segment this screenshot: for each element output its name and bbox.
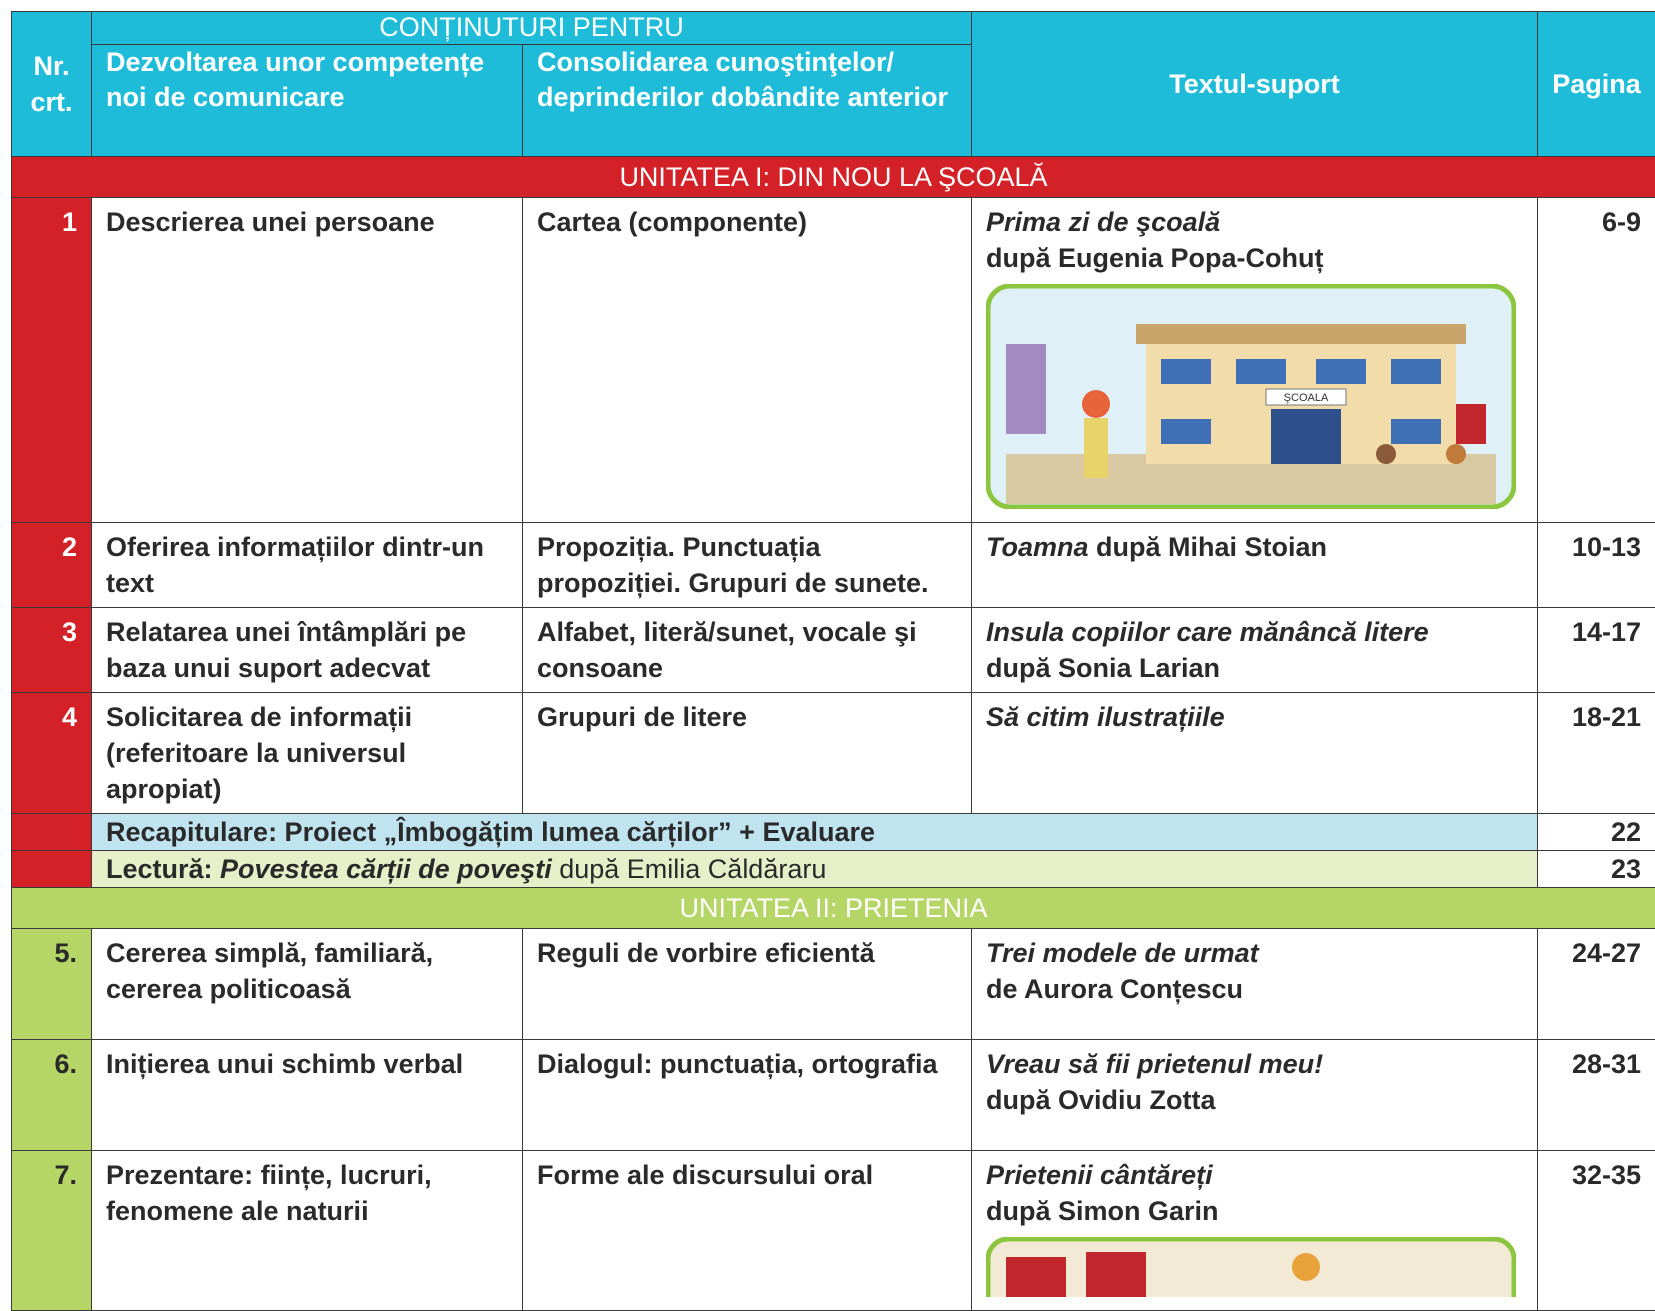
illustration: [986, 1237, 1516, 1297]
text-title: Să citim ilustrațiile: [986, 699, 1523, 735]
consolidation: Reguli de vorbire eficientă: [523, 929, 972, 1040]
text-author: după Sonia Larian: [986, 650, 1523, 686]
skills: Inițierea unui schimb verbal: [92, 1040, 523, 1151]
support-text: Toamna după Mihai Stoian: [972, 523, 1538, 608]
pages: 14-17: [1538, 608, 1655, 693]
text-author: după Mihai Stoian: [1096, 532, 1327, 562]
header-cell: Pagina: [1538, 12, 1655, 157]
lesson-row: 1 Descrierea unei persoane Cartea (compo…: [12, 198, 1655, 523]
pages: 6-9: [1538, 198, 1655, 523]
support-text: Să citim ilustrațiile: [972, 693, 1538, 814]
sign-label: ŞCOALA: [1284, 392, 1329, 404]
lesson-row: 2 Oferirea informațiilor dintr-un text P…: [12, 523, 1655, 608]
lesson-number: 3: [12, 608, 92, 693]
header-cell: CONȚINUTURI PENTRU: [92, 12, 972, 45]
text-title: Toamna: [986, 532, 1089, 562]
support-text: Vreau să fii prietenul meu!după Ovidiu Z…: [972, 1040, 1538, 1151]
pages: 22: [1538, 814, 1655, 851]
unit-title: UNITATEA I: DIN NOU LA ŞCOALĂ: [12, 157, 1655, 198]
text-author: după Simon Garin: [986, 1193, 1523, 1229]
consolidation: Forme ale discursului oral: [523, 1151, 972, 1311]
unit-banner: UNITATEA I: DIN NOU LA ŞCOALĂ: [12, 157, 1655, 198]
page-body: Nr. crt. CONȚINUTURI PENTRU Textul-supor…: [0, 0, 1655, 1230]
unit-strip: [12, 814, 92, 851]
pages: 18-21: [1538, 693, 1655, 814]
reading-text: Lectură: Povestea cărții de poveşti după…: [92, 851, 1538, 888]
skills: Descrierea unei persoane: [92, 198, 523, 523]
lesson-number: 5.: [12, 929, 92, 1040]
text-title: Insula copiilor care mănâncă litere: [986, 614, 1523, 650]
reading-title: Povestea cărții de poveşti: [220, 854, 552, 884]
text-title: Trei modele de urmat: [986, 935, 1523, 971]
skills: Cererea simplă, familiară, cererea polit…: [92, 929, 523, 1040]
reading-label: Lectură:: [106, 854, 213, 884]
header-cell: Nr. crt.: [12, 12, 92, 157]
unit-banner: UNITATEA II: PRIETENIA: [12, 888, 1655, 929]
pages: 24-27: [1538, 929, 1655, 1040]
skills: Solicitarea de informații (referitoare l…: [92, 693, 523, 814]
lesson-number: 1: [12, 198, 92, 523]
pages: 10-13: [1538, 523, 1655, 608]
consolidation: Cartea (componente): [523, 198, 972, 523]
consolidation: Dialogul: punctuația, ortografia: [523, 1040, 972, 1151]
lesson-row: 7. Prezentare: ființe, lucruri, fenomene…: [12, 1151, 1655, 1311]
unit-strip: [12, 851, 92, 888]
lesson-row: 5. Cererea simplă, familiară, cererea po…: [12, 929, 1655, 1040]
text-title: Vreau să fii prietenul meu!: [986, 1046, 1523, 1082]
skills: Relatarea unei întâmplări pe baza unui s…: [92, 608, 523, 693]
text-author: după Eugenia Popa-Cohuț: [986, 240, 1523, 276]
header-row: Nr. crt. CONȚINUTURI PENTRU Textul-supor…: [12, 12, 1655, 45]
review-text: Recapitulare: Proiect „Îmbogățim lumea c…: [92, 814, 1538, 851]
lesson-row: 4 Solicitarea de informații (referitoare…: [12, 693, 1655, 814]
header-cell: Textul-suport: [972, 12, 1538, 157]
page: Cuprins html,body{margin:0;padding:0;bac…: [0, 0, 1655, 1230]
unit-title: UNITATEA II: PRIETENIA: [12, 888, 1655, 929]
lesson-number: 4: [12, 693, 92, 814]
lesson-number: 7.: [12, 1151, 92, 1311]
pages: 32-35: [1538, 1151, 1655, 1311]
contents-table: Nr. crt. CONȚINUTURI PENTRU Textul-supor…: [11, 11, 1655, 1311]
school-illustration: ŞCOALA: [986, 284, 1516, 509]
lesson-row: 3 Relatarea unei întâmplări pe baza unui…: [12, 608, 1655, 693]
text-title: Prietenii cântăreți: [986, 1157, 1523, 1193]
review-row: Recapitulare: Proiect „Îmbogățim lumea c…: [12, 814, 1655, 851]
lesson-number: 6.: [12, 1040, 92, 1151]
skills: Oferirea informațiilor dintr-un text: [92, 523, 523, 608]
skills: Prezentare: ființe, lucruri, fenomene al…: [92, 1151, 523, 1311]
reading-row: Lectură: Povestea cărții de poveşti după…: [12, 851, 1655, 888]
pages: 28-31: [1538, 1040, 1655, 1151]
text-title: Prima zi de şcoală: [986, 204, 1523, 240]
text-author: de Aurora Conțescu: [986, 971, 1523, 1007]
pages: 23: [1538, 851, 1655, 888]
consolidation: Propoziția. Punctuația propoziției. Grup…: [523, 523, 972, 608]
consolidation: Grupuri de litere: [523, 693, 972, 814]
reading-author: după Emilia Căldăraru: [559, 854, 826, 884]
text-author: după Ovidiu Zotta: [986, 1082, 1523, 1118]
lesson-row: 6. Inițierea unui schimb verbal Dialogul…: [12, 1040, 1655, 1151]
header-cell: Consolidarea cunoştinţelor/ deprinderilo…: [523, 45, 972, 157]
header-cell: Dezvoltarea unor competențe noi de comun…: [92, 45, 523, 157]
lesson-number: 2: [12, 523, 92, 608]
consolidation: Alfabet, literă/sunet, vocale şi consoan…: [523, 608, 972, 693]
